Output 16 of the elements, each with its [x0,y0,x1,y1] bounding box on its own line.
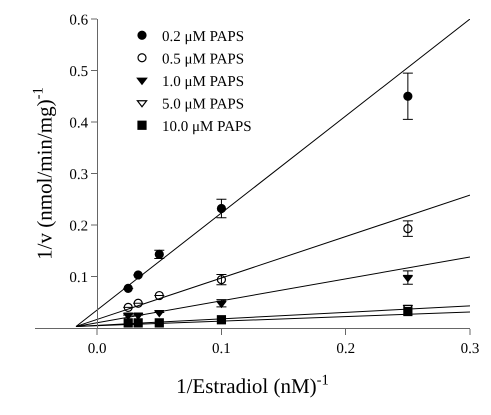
x-axis-title: 1/Estradiol (nM)$^{-1}$ [176,372,329,398]
y-tick-label: 0.2 [69,218,88,234]
legend-label: 0.5 μM PAPS [162,52,244,68]
y-tick-label: 0.5 [69,64,88,80]
x-tick-label: 0.1 [212,341,231,357]
y-tick-label: 0.6 [69,12,89,28]
y-tick-label: 0.4 [69,115,89,132]
y-tick-label: 0.3 [69,166,88,183]
y-tick-label: 0.1 [69,270,88,286]
legend-label: 5.0 μM PAPS [162,96,244,113]
legend-label: 10.0 μM PAPS [162,119,252,136]
legend-label: 1.0 μM PAPS [162,74,244,90]
legend-label: 0.2 μM PAPS [162,29,244,46]
x-tick-label: 0.2 [336,341,356,357]
x-tick-label: 0.3 [460,341,480,357]
x-tick-label: 0.0 [88,341,107,357]
